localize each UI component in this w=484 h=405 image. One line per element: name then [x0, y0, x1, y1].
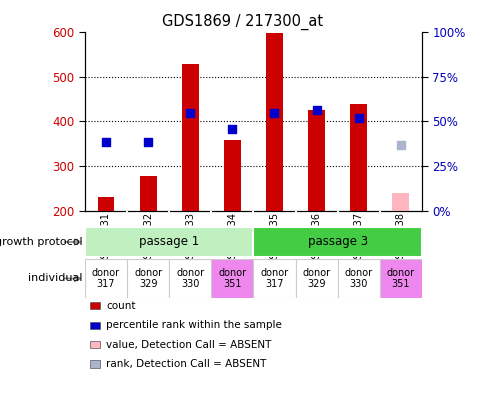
Bar: [85, 227, 253, 257]
Text: donor
317: donor 317: [260, 268, 288, 289]
Bar: [349, 104, 366, 211]
Bar: [337, 259, 379, 298]
Bar: [295, 259, 337, 298]
Text: donor
330: donor 330: [176, 268, 204, 289]
Bar: [307, 110, 324, 211]
Bar: [97, 197, 114, 211]
Text: individual: individual: [28, 273, 82, 283]
Text: growth protocol: growth protocol: [0, 237, 82, 247]
Text: donor
329: donor 329: [134, 268, 162, 289]
Bar: [139, 176, 156, 211]
Bar: [182, 64, 198, 211]
Point: [186, 110, 194, 117]
Bar: [253, 259, 295, 298]
Bar: [85, 259, 127, 298]
Point: [144, 138, 151, 145]
Point: [354, 115, 362, 121]
Text: donor
317: donor 317: [91, 268, 120, 289]
Text: donor
351: donor 351: [386, 268, 414, 289]
Point: [102, 138, 109, 145]
Bar: [266, 33, 282, 211]
Text: count: count: [106, 301, 136, 311]
Text: passage 1: passage 1: [139, 235, 199, 249]
Point: [228, 126, 236, 132]
Text: donor
330: donor 330: [344, 268, 372, 289]
Text: passage 3: passage 3: [307, 235, 367, 249]
Bar: [169, 259, 211, 298]
Bar: [127, 259, 169, 298]
Bar: [211, 259, 253, 298]
Bar: [253, 227, 421, 257]
Text: value, Detection Call = ABSENT: value, Detection Call = ABSENT: [106, 340, 271, 350]
Bar: [224, 140, 240, 211]
Text: rank, Detection Call = ABSENT: rank, Detection Call = ABSENT: [106, 359, 266, 369]
Text: donor
351: donor 351: [218, 268, 246, 289]
Bar: [379, 259, 421, 298]
Text: donor
329: donor 329: [302, 268, 330, 289]
Point: [312, 107, 320, 113]
Bar: [392, 193, 408, 211]
Text: percentile rank within the sample: percentile rank within the sample: [106, 320, 282, 330]
Point: [270, 109, 278, 116]
Text: GDS1869 / 217300_at: GDS1869 / 217300_at: [162, 14, 322, 30]
Point: [396, 141, 404, 148]
